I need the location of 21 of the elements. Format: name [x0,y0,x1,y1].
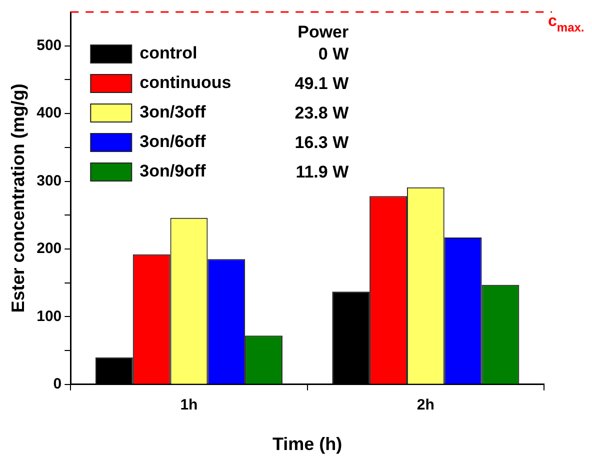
y-tick-label: 500 [36,36,62,54]
x-tick-label: 1h [180,396,198,414]
y-tick-label: 300 [36,172,62,190]
legend-label: 3on/6off [140,132,206,152]
legend-label: 3on/3off [140,102,206,122]
annotation: 0 W [318,44,350,64]
y-tick-label: 400 [36,104,62,122]
y-tick-label: 100 [36,308,62,325]
x-axis-title: Time (h) [272,434,342,454]
legend-label: 3on/9off [140,162,206,181]
x-tick-label: 2h [416,396,434,414]
annotation: 49.1 W [294,74,350,94]
legend-label: continuous [140,73,232,92]
legend-label: control [140,44,198,63]
annotation: 16.3 W [294,133,350,152]
annotation: 23.8 W [294,104,350,123]
annotation: 11.9 W [296,162,350,182]
y-tick-label: 200 [36,240,62,258]
y-tick-label: 0 [53,376,62,393]
annotation: Power [298,22,350,42]
y-axis-title: Ester concentration (mg/g) [8,84,28,313]
